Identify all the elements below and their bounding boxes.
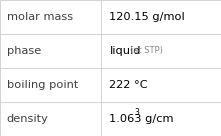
Text: boiling point: boiling point <box>7 80 78 90</box>
Text: density: density <box>7 114 48 124</box>
Text: phase: phase <box>7 46 41 56</box>
Text: 222 °C: 222 °C <box>109 80 148 90</box>
Text: 1.063 g/cm: 1.063 g/cm <box>109 114 174 124</box>
Text: molar mass: molar mass <box>7 12 73 22</box>
Text: 3: 3 <box>135 108 140 117</box>
Text: (at STP): (at STP) <box>130 47 163 55</box>
Text: 120.15 g/mol: 120.15 g/mol <box>109 12 185 22</box>
Text: liquid: liquid <box>109 46 141 56</box>
